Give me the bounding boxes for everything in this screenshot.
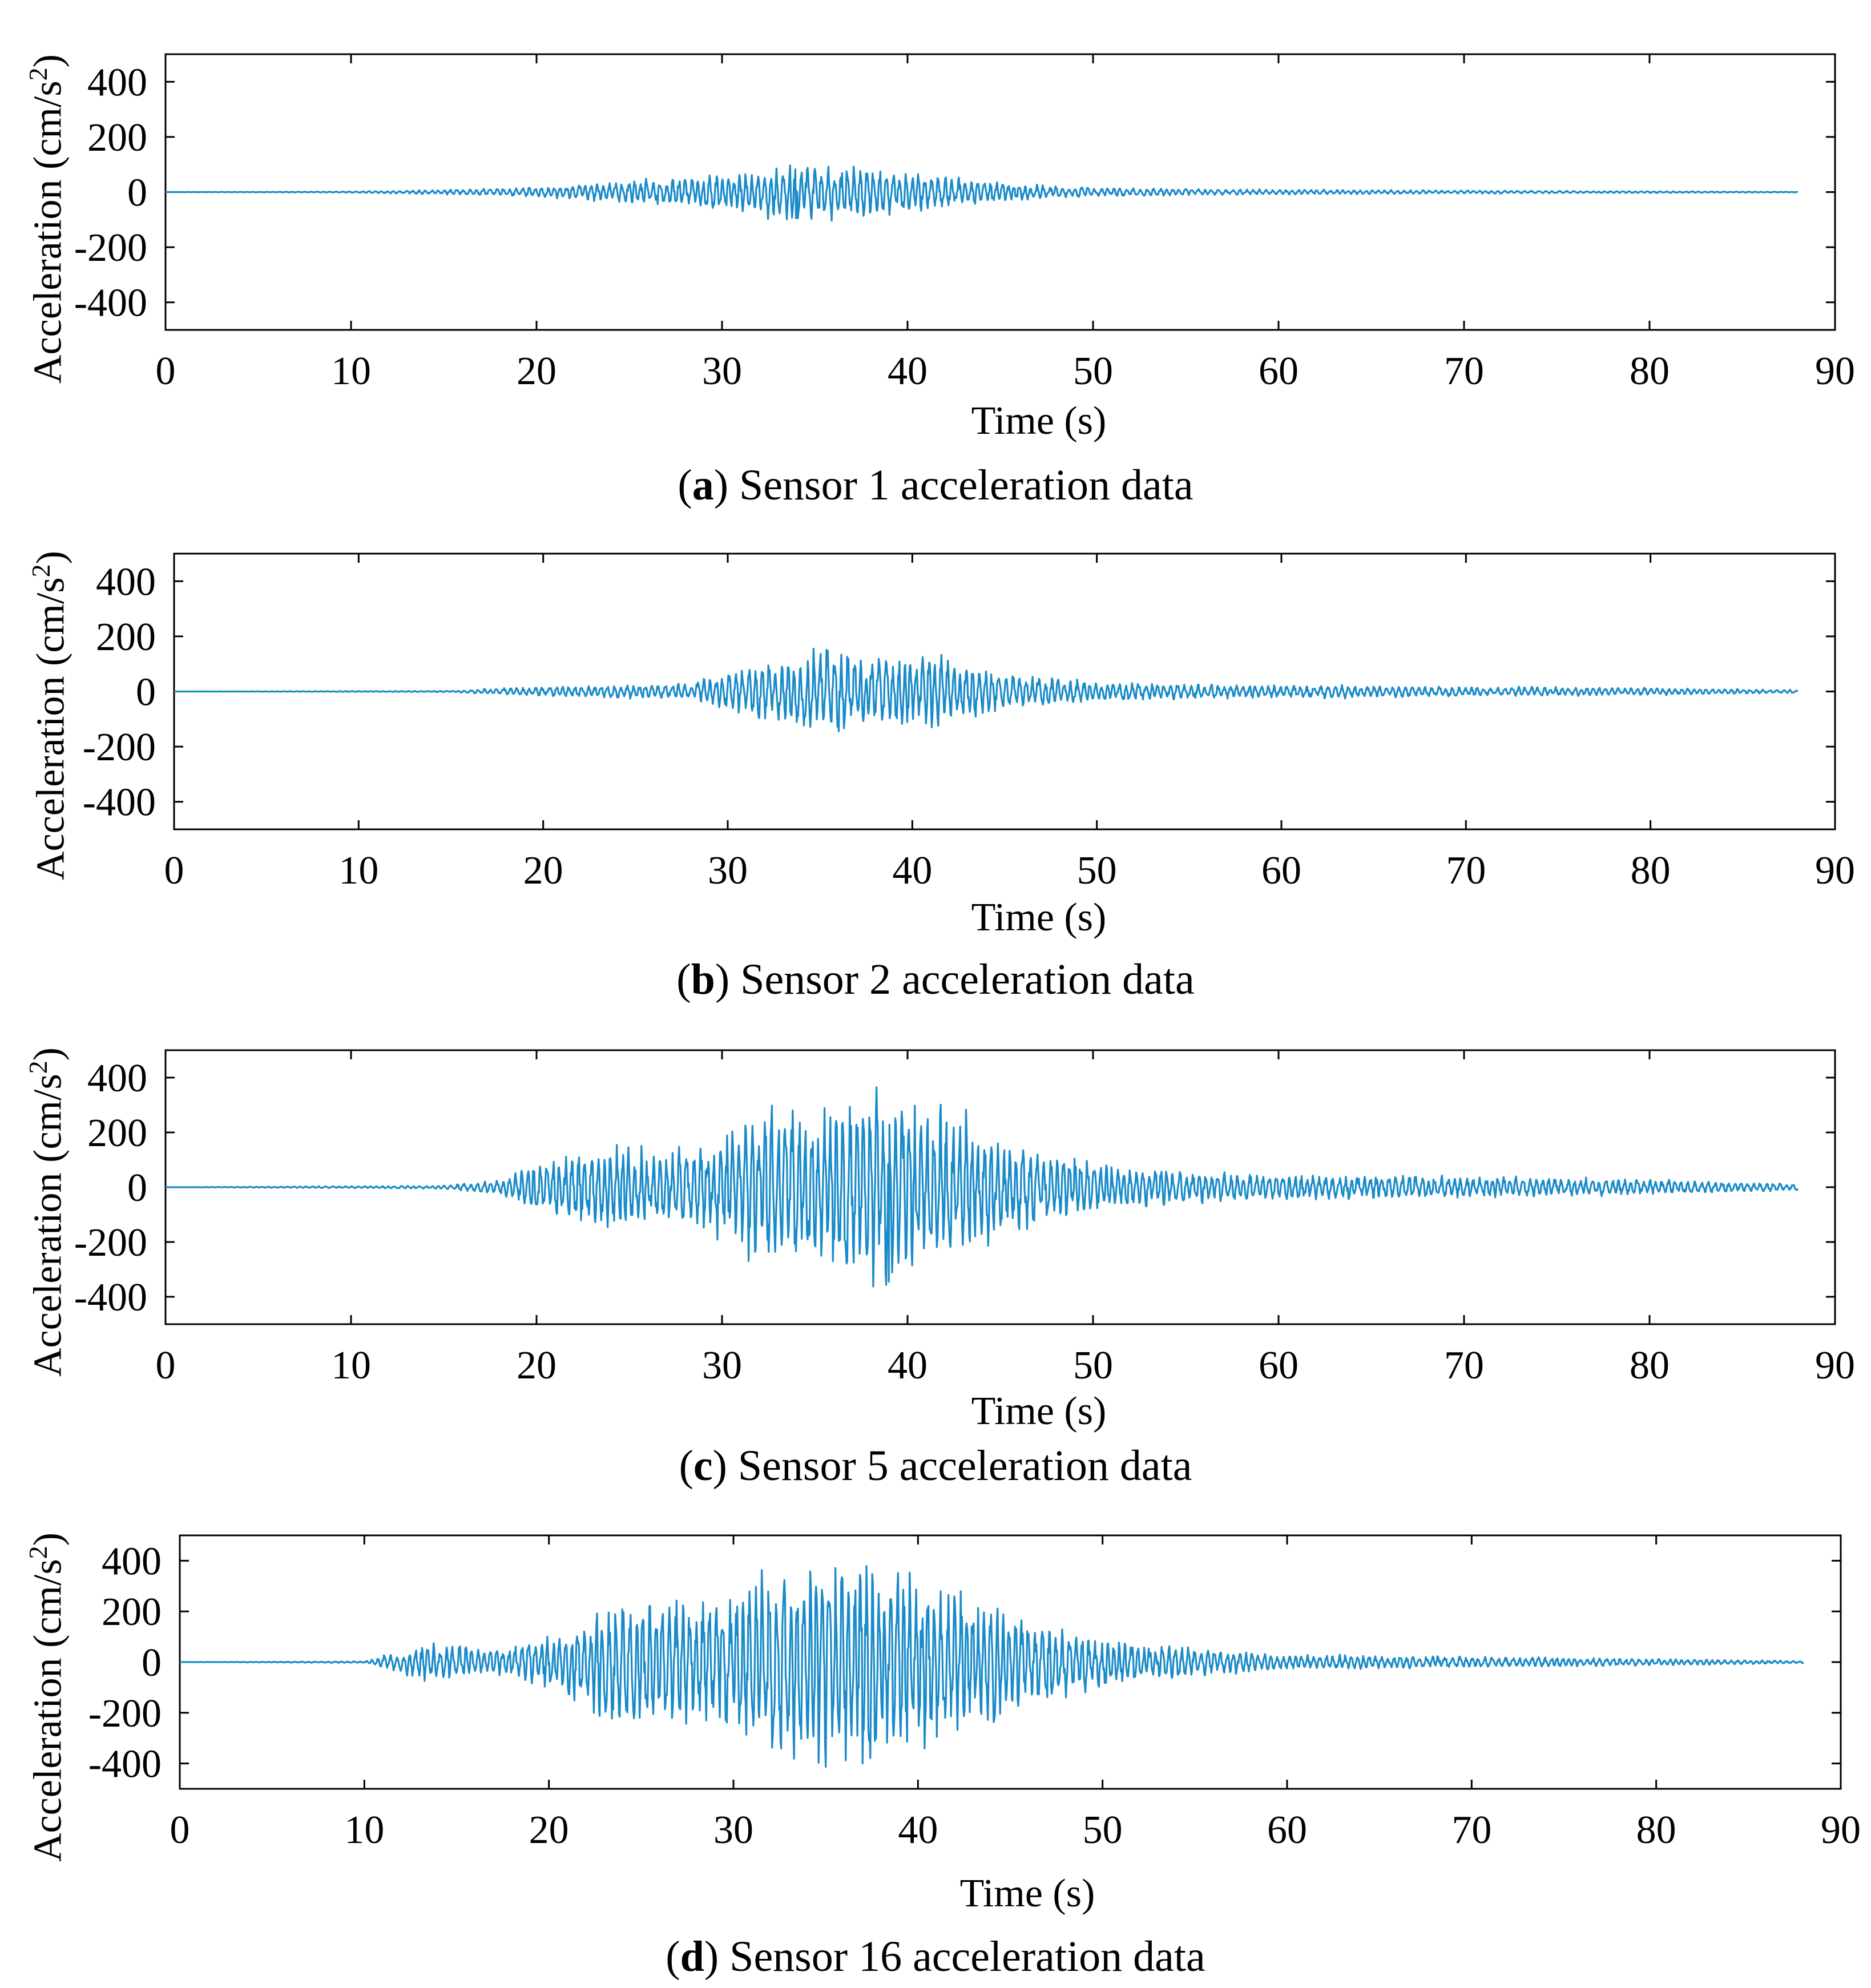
panel-caption: (b) Sensor 2 acceleration data (676, 955, 1195, 1003)
x-tick-label: 70 (1451, 1808, 1491, 1852)
panel-c: 0 10 20 30 40 50 60 70 80 90 400 200 0 -200 -400 Accel… (0, 993, 1871, 1490)
panel-letter: a (692, 461, 714, 509)
x-tick-label: 0 (156, 349, 176, 393)
panel-a: 0 10 20 30 40 50 60 70 80 90 400 200 0 -200 -400 Accel… (0, 0, 1871, 507)
y-tick-label: 200 (96, 615, 156, 659)
x-tick-label: 50 (1073, 349, 1113, 393)
x-tick-label: 20 (517, 1344, 557, 1388)
x-tick-label: 80 (1630, 349, 1670, 393)
x-tick-label: 90 (1821, 1808, 1861, 1852)
x-tick-label: 60 (1259, 1344, 1299, 1388)
x-tick-label: 30 (708, 849, 748, 893)
x-tick-label: 0 (170, 1808, 190, 1852)
x-tick-label: 60 (1259, 349, 1299, 393)
x-tick-label: 0 (156, 1344, 176, 1388)
y-tick-label: 200 (87, 1111, 147, 1155)
x-axis-label: Time (s) (971, 896, 1107, 939)
x-tick-label: 90 (1815, 349, 1855, 393)
x-tick-label: 40 (892, 849, 932, 893)
x-tick-label: 50 (1083, 1808, 1123, 1852)
x-tick-label: 40 (888, 1344, 928, 1388)
y-tick-label: -400 (74, 1276, 147, 1320)
y-tick-label: -200 (74, 1221, 147, 1265)
x-tick-label: 70 (1444, 349, 1484, 393)
y-tick-label: -200 (74, 226, 147, 270)
panel-letter: d (680, 1933, 704, 1981)
series-line-sensor-16 (179, 1565, 1804, 1768)
x-axis-label: Time (s) (959, 1872, 1095, 1916)
x-tick-label: 60 (1267, 1808, 1307, 1852)
series-line-sensor-5 (165, 1086, 1799, 1288)
y-tick-label: 0 (127, 1166, 147, 1210)
panel-letter: b (691, 955, 715, 1003)
chart-b: 0 10 20 30 40 50 60 70 80 90 400 200 0 -200 -400 (83, 553, 1855, 893)
x-axis-label: Time (s) (971, 399, 1107, 443)
x-tick-label: 30 (702, 349, 742, 393)
y-tick-label: -400 (88, 1743, 162, 1787)
x-tick-label: 20 (529, 1808, 569, 1852)
panel-caption: (d) Sensor 16 acceleration data (666, 1933, 1205, 1981)
panel-letter: c (693, 1442, 713, 1490)
y-axis-label: Acceleration (cm/s2) (26, 551, 73, 880)
panel-b: 0 10 20 30 40 50 60 70 80 90 400 200 0 -200 -400 Accel… (0, 497, 1871, 1001)
y-tick-label: 400 (102, 1539, 162, 1583)
y-tick-label: 0 (136, 671, 156, 715)
x-tick-label: 10 (331, 349, 371, 393)
y-tick-label: 200 (102, 1590, 162, 1634)
x-tick-label: 10 (344, 1808, 384, 1852)
x-tick-label: 60 (1261, 849, 1301, 893)
x-tick-label: 50 (1073, 1344, 1113, 1388)
x-tick-label: 10 (338, 849, 378, 893)
series-line-sensor-2 (174, 647, 1799, 733)
y-axis-label: Acceleration (cm/s2) (23, 1047, 70, 1377)
panel-d: 0 10 20 30 40 50 60 70 80 90 400 200 0 -200 -400 Accel… (0, 1478, 1871, 1988)
y-tick-label: 400 (87, 61, 147, 104)
chart-a: 0 10 20 30 40 50 60 70 80 90 400 200 0 -200 -400 (74, 53, 1855, 393)
y-tick-label: 200 (87, 116, 147, 160)
x-tick-label: 30 (702, 1344, 742, 1388)
x-tick-label: 20 (517, 349, 557, 393)
x-tick-label: 70 (1444, 1344, 1484, 1388)
y-tick-label: 0 (142, 1641, 162, 1685)
x-tick-label: 70 (1446, 849, 1486, 893)
x-tick-label: 90 (1815, 1344, 1855, 1388)
x-tick-label: 10 (331, 1344, 371, 1388)
y-tick-label: -200 (88, 1692, 162, 1736)
y-axis-label: Acceleration (cm/s2) (23, 1533, 70, 1862)
y-tick-label: -400 (74, 281, 147, 325)
y-tick-label: 400 (96, 560, 156, 604)
x-tick-label: 40 (888, 349, 928, 393)
y-tick-label: -200 (83, 725, 156, 769)
x-tick-label: 80 (1630, 1344, 1670, 1388)
x-tick-label: 90 (1815, 849, 1855, 893)
x-axis-label: Time (s) (971, 1389, 1107, 1433)
chart-d: 0 10 20 30 40 50 60 70 80 90 400 200 0 -200 -400 (88, 1534, 1861, 1852)
panel-caption: (a) Sensor 1 acceleration data (678, 461, 1193, 509)
y-tick-label: -400 (83, 781, 156, 825)
x-tick-label: 50 (1077, 849, 1117, 893)
series-line-sensor-1 (165, 164, 1799, 222)
y-axis-label: Acceleration (cm/s2) (23, 54, 70, 384)
x-tick-label: 20 (523, 849, 563, 893)
y-tick-label: 0 (127, 171, 147, 215)
x-tick-label: 0 (164, 849, 184, 893)
panel-caption: (c) Sensor 5 acceleration data (679, 1442, 1192, 1490)
x-tick-label: 40 (898, 1808, 938, 1852)
x-tick-label: 80 (1631, 849, 1671, 893)
chart-c: 0 10 20 30 40 50 60 70 80 90 400 200 0 -200 -400 (74, 1049, 1855, 1388)
y-tick-label: 400 (87, 1056, 147, 1100)
x-tick-label: 80 (1636, 1808, 1676, 1852)
x-tick-label: 30 (713, 1808, 753, 1852)
